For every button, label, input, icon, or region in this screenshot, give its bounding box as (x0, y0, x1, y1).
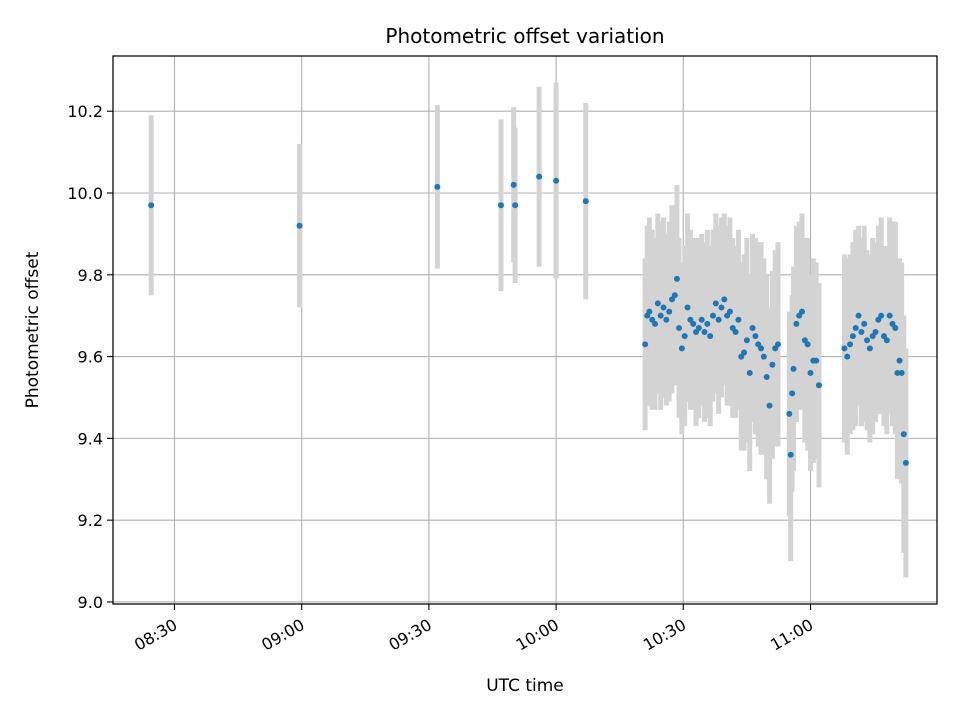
chart-title: Photometric offset variation (385, 24, 664, 48)
data-point (715, 316, 722, 323)
data-point (652, 320, 659, 327)
data-point (858, 329, 865, 336)
data-point (763, 374, 770, 381)
data-point (774, 341, 781, 348)
data-point (786, 410, 793, 417)
data-point (718, 304, 725, 311)
data-point (671, 292, 678, 299)
data-point (807, 369, 814, 376)
data-point (752, 333, 759, 340)
data-point (735, 316, 742, 323)
plot-frame (112, 55, 938, 605)
data-point (841, 345, 848, 352)
y-axis-title: Photometric offset (23, 251, 43, 408)
data-point (878, 312, 885, 319)
data-point (721, 296, 728, 303)
data-point (815, 382, 822, 389)
data-point (883, 337, 890, 344)
data-point (726, 308, 733, 315)
data-point (900, 431, 907, 438)
data-point (296, 222, 303, 229)
data-point (663, 316, 670, 323)
data-point (866, 345, 873, 352)
data-point (642, 341, 649, 348)
data-point (892, 324, 899, 331)
data-point (872, 329, 879, 336)
data-point (434, 183, 441, 190)
y-tick-label: 9.4 (78, 429, 103, 448)
data-point (749, 324, 756, 331)
data-point (673, 275, 680, 282)
data-point (741, 349, 748, 356)
data-point (902, 459, 909, 466)
data-point (666, 308, 673, 315)
data-point (852, 324, 859, 331)
y-tick-label: 9.8 (78, 266, 103, 285)
data-point (646, 308, 653, 315)
data-point (657, 312, 664, 319)
data-point (743, 337, 750, 344)
data-point (813, 357, 820, 364)
data-point (712, 300, 719, 307)
data-point (790, 365, 797, 372)
data-point (678, 345, 685, 352)
data-point (690, 320, 697, 327)
data-point (861, 320, 868, 327)
data-point (510, 181, 517, 188)
data-point (701, 329, 708, 336)
data-point (789, 390, 796, 397)
data-point (536, 173, 543, 180)
data-point (896, 357, 903, 364)
data-point (512, 202, 519, 209)
y-tick-label: 9.2 (78, 511, 103, 530)
data-point (804, 341, 811, 348)
data-point (844, 353, 851, 360)
data-point (769, 361, 776, 368)
data-point (582, 198, 589, 205)
data-point (886, 312, 893, 319)
data-point (684, 304, 691, 311)
data-point (855, 312, 862, 319)
data-point (787, 451, 794, 458)
data-point (849, 333, 856, 340)
data-point (847, 341, 854, 348)
data-point (894, 369, 901, 376)
data-point (732, 329, 739, 336)
data-point (758, 345, 765, 352)
data-point (698, 316, 705, 323)
data-point (707, 333, 714, 340)
data-points (148, 173, 909, 466)
data-point (553, 177, 560, 184)
data-point (799, 308, 806, 315)
data-point (704, 320, 711, 327)
y-axis-ticks: 9.0 9.2 9.4 9.6 9.8 10.0 10.2 (67, 102, 113, 612)
y-tick-label: 10.2 (67, 102, 103, 121)
data-point (660, 304, 667, 311)
data-point (746, 369, 753, 376)
data-point (709, 312, 716, 319)
data-point (793, 320, 800, 327)
data-point (681, 333, 688, 340)
data-point (760, 353, 767, 360)
y-tick-label: 9.6 (78, 348, 103, 367)
data-point (898, 369, 905, 376)
x-axis-title: UTC time (486, 676, 564, 696)
data-point (766, 402, 773, 409)
data-point (148, 202, 155, 209)
y-tick-label: 9.0 (78, 593, 103, 612)
data-point (864, 337, 871, 344)
data-point (497, 202, 504, 209)
y-tick-label: 10.0 (67, 184, 103, 203)
data-point (695, 324, 702, 331)
data-point (654, 300, 661, 307)
data-point (676, 324, 683, 331)
